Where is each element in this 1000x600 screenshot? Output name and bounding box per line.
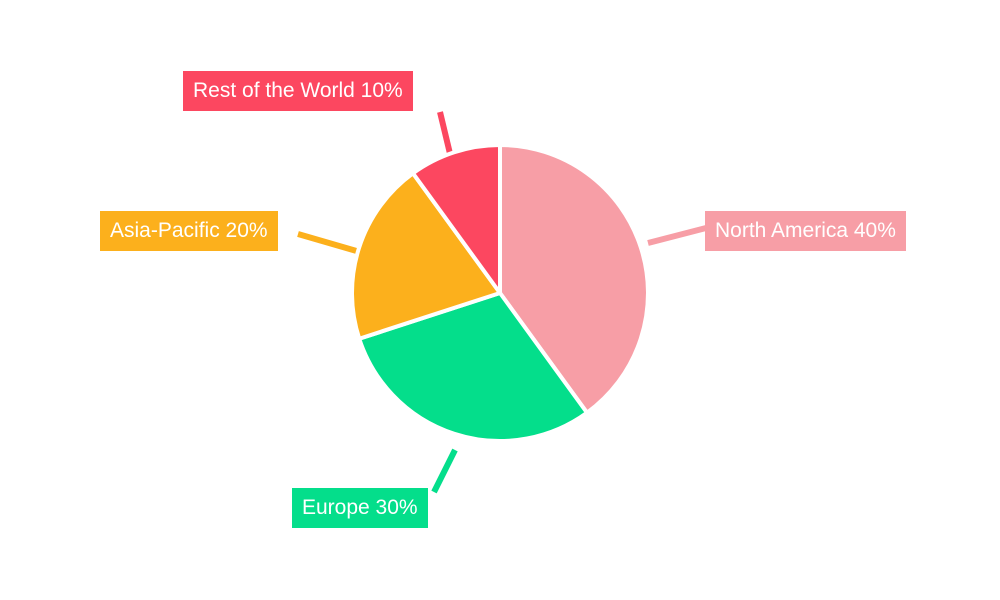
- pie-slice-asia-pacific[interactable]: [350, 171, 502, 341]
- pie-label-north-america: North America 40%: [705, 211, 906, 251]
- leader-line-asia-pacific: [297, 231, 361, 255]
- pie-slice-north-america[interactable]: [498, 143, 650, 415]
- pie-label-asia-pacific: Asia-Pacific 20%: [100, 211, 278, 251]
- pie-label-europe: Europe 30%: [292, 488, 428, 528]
- leader-line-north-america: [647, 225, 707, 246]
- pie-label-rest-of-world: Rest of the World 10%: [183, 71, 413, 111]
- pie-slice-rest-of-world[interactable]: [411, 143, 502, 295]
- pie-slices: [350, 143, 650, 443]
- leader-line-europe: [431, 448, 458, 494]
- pie-slice-europe[interactable]: [357, 291, 589, 443]
